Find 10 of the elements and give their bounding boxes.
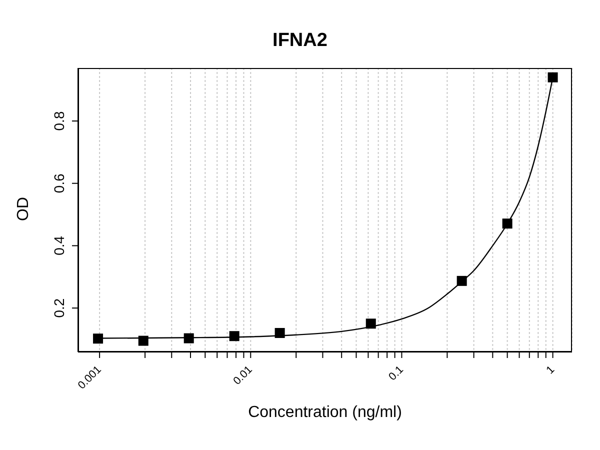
y-tick-label: 0.6	[51, 173, 67, 194]
y-tick-label: 0.2	[51, 298, 67, 318]
y-axis-title: OD	[15, 197, 33, 221]
x-tick-label: 0.01	[231, 364, 255, 388]
y-tick-label: 0.8	[51, 111, 67, 131]
x-tick-label: 0.1	[386, 364, 406, 384]
x-axis-title: Concentration (ng/ml)	[247, 404, 403, 422]
chart-title: IFNA2	[272, 30, 328, 52]
x-tick-label: 1	[544, 364, 558, 377]
y-tick-label: 0.4	[51, 236, 67, 256]
